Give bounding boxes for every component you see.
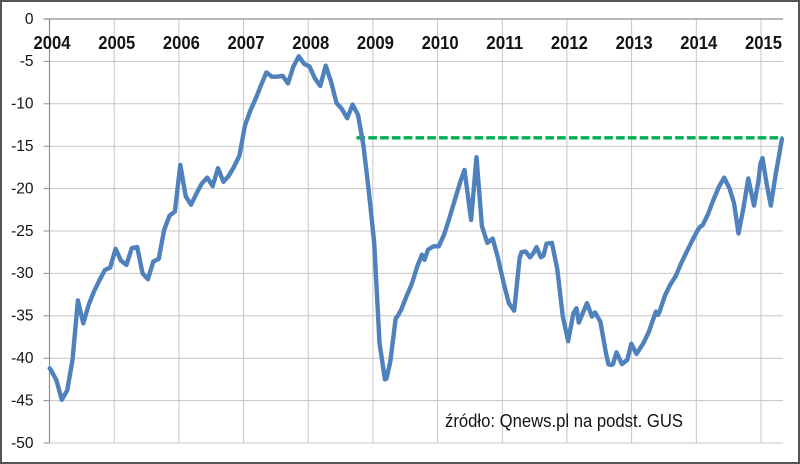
svg-text:2015: 2015 bbox=[745, 32, 782, 53]
svg-text:-5: -5 bbox=[20, 53, 34, 70]
svg-text:0: 0 bbox=[25, 11, 34, 28]
svg-text:2004: 2004 bbox=[34, 32, 72, 53]
svg-text:-40: -40 bbox=[11, 350, 34, 367]
svg-text:2009: 2009 bbox=[357, 32, 394, 53]
svg-text:-25: -25 bbox=[11, 223, 33, 240]
svg-text:-30: -30 bbox=[11, 265, 34, 282]
svg-text:źródło: Qnews.pl na podst. GUS: źródło: Qnews.pl na podst. GUS bbox=[445, 410, 683, 431]
svg-text:2013: 2013 bbox=[616, 32, 653, 53]
svg-text:2011: 2011 bbox=[486, 32, 523, 53]
svg-text:2014: 2014 bbox=[680, 32, 718, 53]
svg-text:2005: 2005 bbox=[98, 32, 135, 53]
svg-text:-50: -50 bbox=[11, 435, 34, 452]
svg-text:2007: 2007 bbox=[228, 32, 265, 53]
svg-text:-20: -20 bbox=[11, 180, 34, 197]
svg-text:-35: -35 bbox=[11, 308, 33, 325]
svg-text:2008: 2008 bbox=[292, 32, 329, 53]
svg-text:2010: 2010 bbox=[422, 32, 459, 53]
svg-text:2012: 2012 bbox=[551, 32, 588, 53]
svg-text:2006: 2006 bbox=[163, 32, 200, 53]
svg-text:-10: -10 bbox=[11, 96, 34, 113]
svg-text:-15: -15 bbox=[11, 138, 33, 155]
svg-text:-45: -45 bbox=[11, 392, 33, 409]
